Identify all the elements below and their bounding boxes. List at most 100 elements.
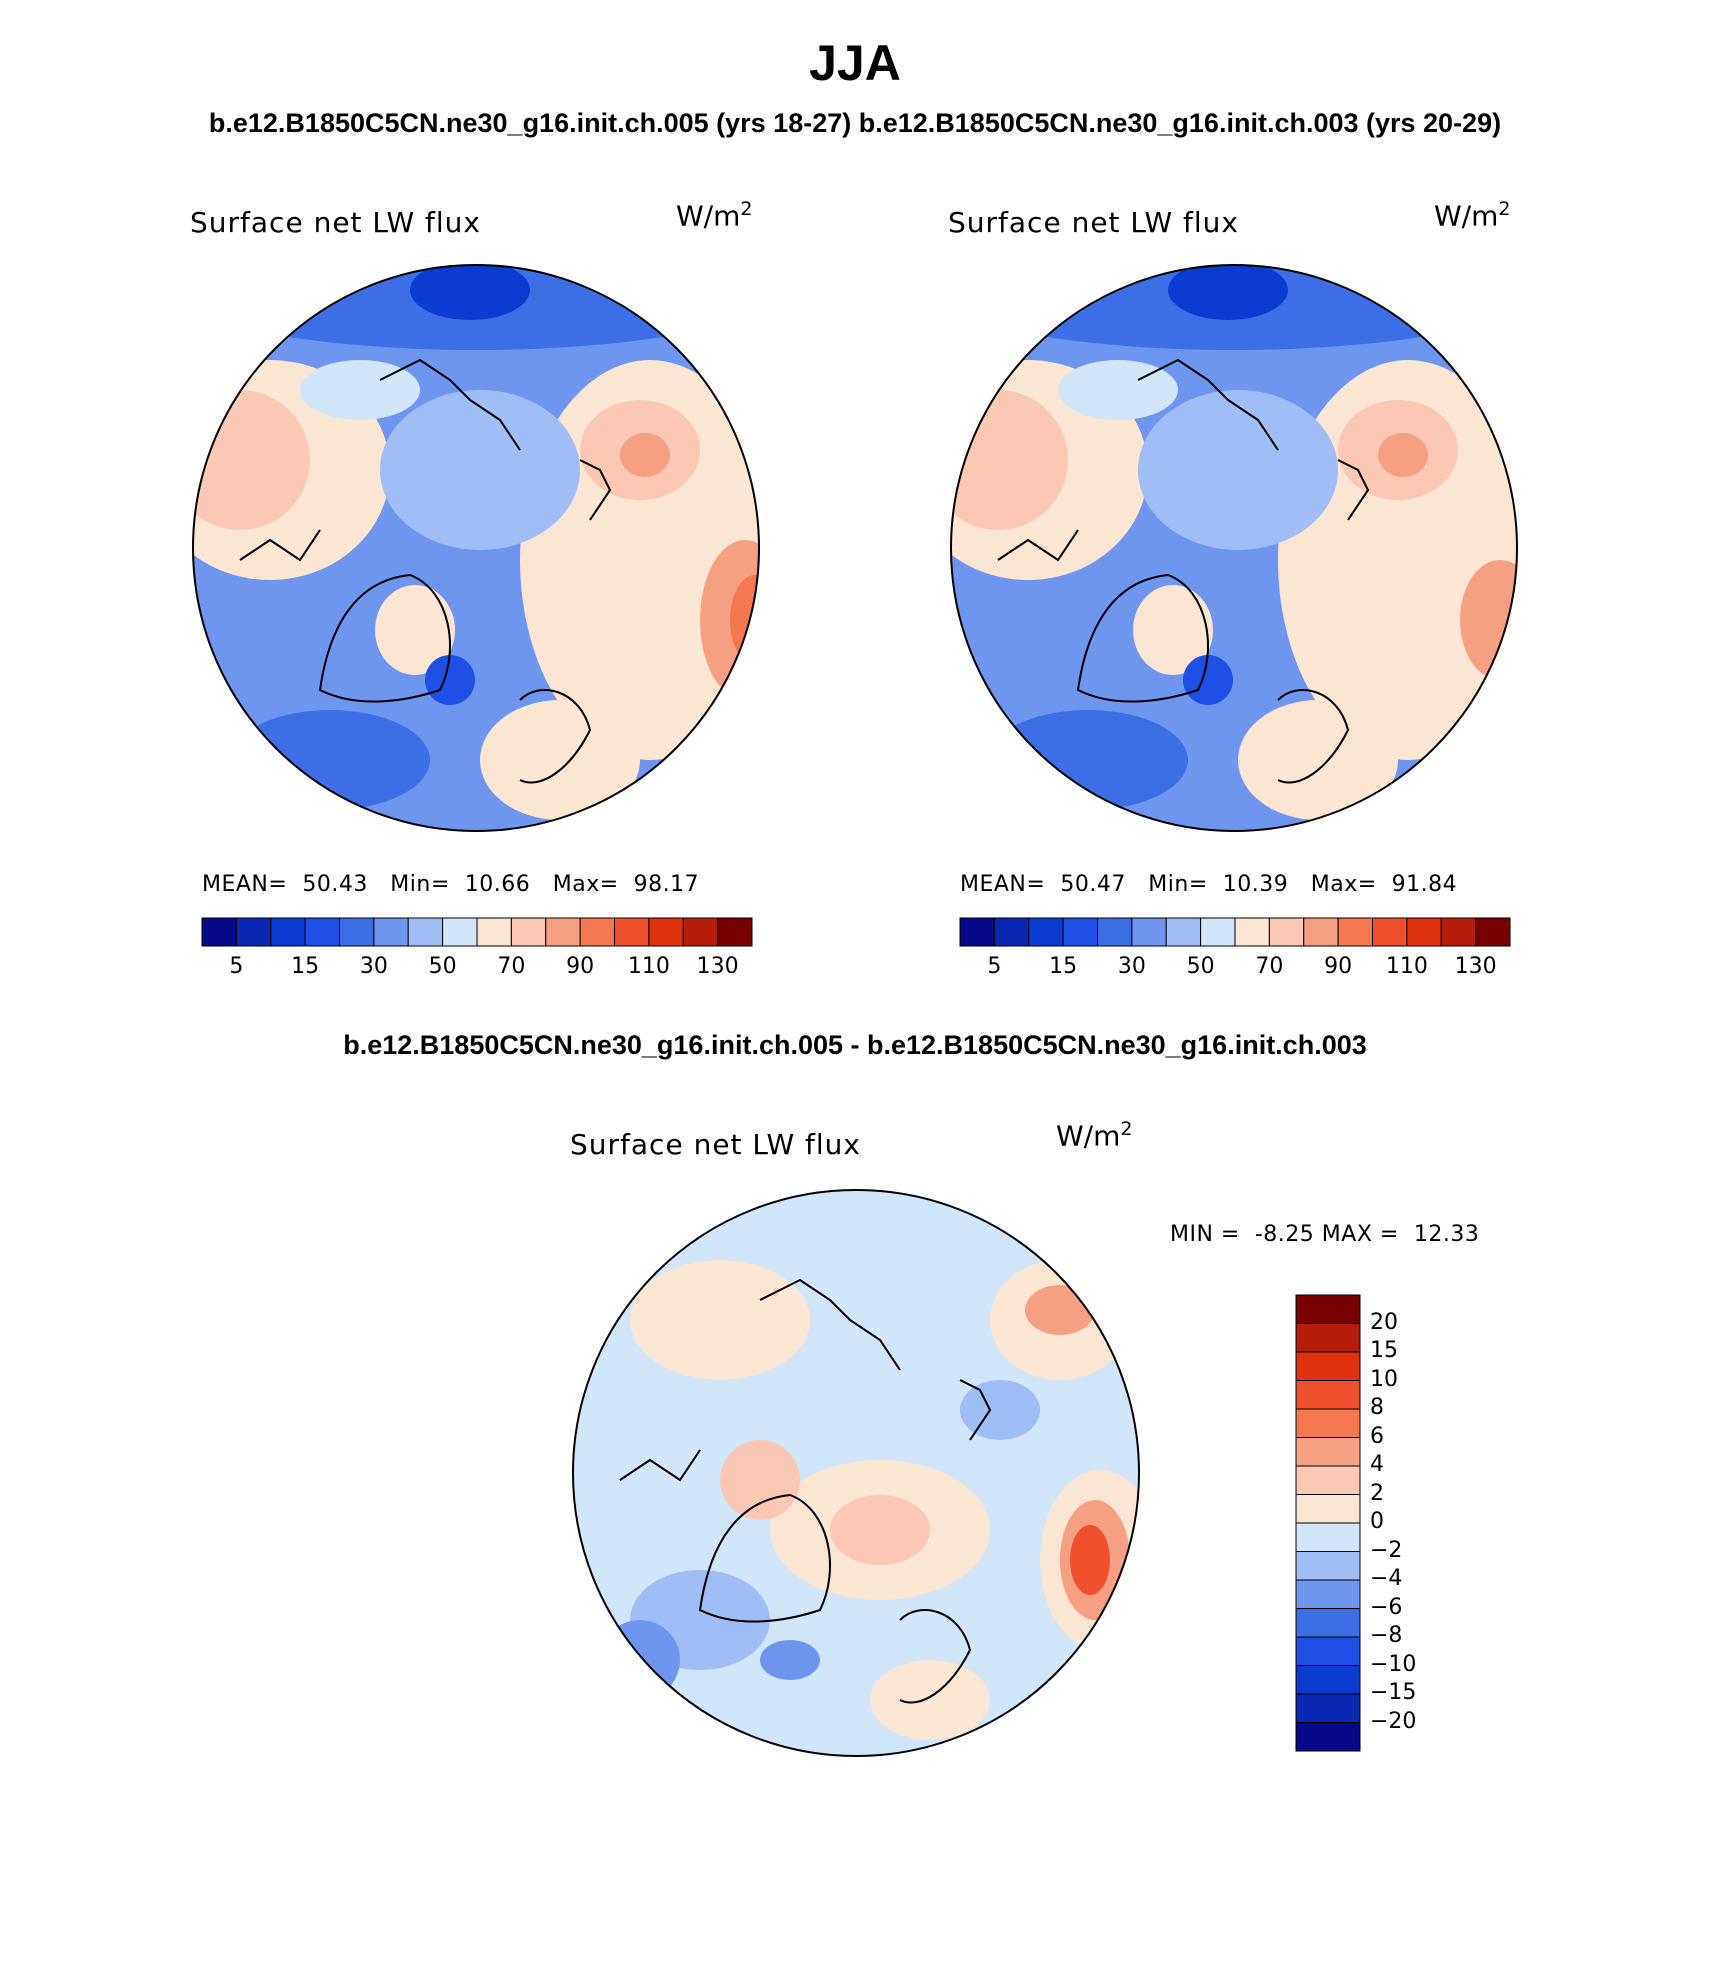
panel1-colorbar-swatch xyxy=(648,917,684,947)
difference-colorbar-swatch xyxy=(1295,1408,1361,1438)
panel1-colorbar-swatch xyxy=(235,917,272,947)
panel1-colorbar-tick-label: 130 xyxy=(696,954,739,979)
difference-colorbar-swatch xyxy=(1295,1465,1361,1495)
difference-colorbar-tick-label: −8 xyxy=(1370,1623,1403,1648)
panel2-colorbar-swatch xyxy=(1165,917,1202,947)
difference-colorbar-tick-label: 15 xyxy=(1370,1338,1398,1363)
panel1-map xyxy=(192,264,760,832)
panel2-colorbar-swatch xyxy=(1475,917,1511,947)
panel-subtitles: b.e12.B1850C5CN.ne30_g16.init.ch.005 (yr… xyxy=(0,108,1710,139)
panel2-colorbar-swatch xyxy=(1200,917,1236,947)
difference-map xyxy=(572,1189,1140,1757)
panel2-colorbar-tick-label: 50 xyxy=(1186,954,1215,979)
difference-colorbar-swatch xyxy=(1295,1437,1361,1467)
panel2-colorbar-swatch xyxy=(1062,917,1098,947)
diff-stats: MIN = -8.25 MAX = 12.33 xyxy=(1170,1222,1480,1247)
panel2-colorbar-swatch xyxy=(1268,917,1305,947)
difference-colorbar-tick-label: −2 xyxy=(1370,1537,1403,1563)
difference-colorbar-swatch xyxy=(1295,1693,1361,1723)
panel2-colorbar-swatch xyxy=(1234,917,1270,947)
panel2-colorbar-tick-label: 5 xyxy=(987,954,1002,979)
diff-units: W/m2 xyxy=(1056,1118,1133,1153)
difference-colorbar-swatch xyxy=(1295,1722,1361,1752)
panel1-colorbar-swatch xyxy=(201,917,237,947)
difference-colorbar-tick-label: 0 xyxy=(1370,1509,1384,1534)
panel1-colorbar-swatch xyxy=(442,917,478,947)
panel2-map xyxy=(950,264,1518,832)
panel1-colorbar-swatch xyxy=(510,917,547,947)
panel1-colorbar-tick-label: 110 xyxy=(627,954,670,979)
panel2-units: W/m2 xyxy=(1434,198,1511,233)
panel2-colorbar-swatch xyxy=(1097,917,1133,947)
difference-colorbar-swatch xyxy=(1295,1665,1361,1695)
difference-colorbar-swatch xyxy=(1295,1522,1361,1552)
difference-colorbar-swatch xyxy=(1295,1380,1361,1410)
panel1-colorbar-tick-label: 15 xyxy=(291,954,320,979)
panel1-colorbar-swatch xyxy=(373,917,409,947)
difference-colorbar-tick-label: 2 xyxy=(1370,1480,1384,1506)
panel1-colorbar-tick-label: 90 xyxy=(566,954,595,979)
panel2-colorbar-swatch xyxy=(1303,917,1339,947)
panel2-colorbar-swatch xyxy=(1372,917,1408,947)
panel1-colorbar-swatch xyxy=(717,917,753,947)
difference-colorbar-tick-label: −4 xyxy=(1370,1566,1403,1591)
panel1-colorbar-tick-label: 5 xyxy=(229,954,244,979)
subtitle-left: b.e12.B1850C5CN.ne30_g16.init.ch.005 (yr… xyxy=(208,108,852,138)
difference-colorbar-swatch xyxy=(1295,1351,1361,1381)
panel2-colorbar-swatch xyxy=(1028,917,1064,947)
panel2-colorbar-tick-label: 30 xyxy=(1117,954,1146,979)
panel1-colorbar xyxy=(201,917,753,947)
panel1-colorbar-swatch xyxy=(407,917,444,947)
panel2-colorbar-tick-label: 130 xyxy=(1454,954,1497,979)
diff-field-label: Surface net LW flux xyxy=(570,1128,861,1161)
difference-colorbar-tick-label: 10 xyxy=(1370,1366,1398,1392)
panel2-stats: MEAN= 50.47 Min= 10.39 Max= 91.84 xyxy=(960,872,1458,897)
panel2-colorbar-swatch xyxy=(1406,917,1442,947)
panel1-units: W/m2 xyxy=(676,198,753,233)
difference-colorbar-tick-label: 20 xyxy=(1370,1309,1398,1335)
panel1-field-label: Surface net LW flux xyxy=(190,206,481,239)
difference-colorbar-swatch xyxy=(1295,1294,1361,1324)
panel2-colorbar-swatch xyxy=(959,917,995,947)
difference-colorbar xyxy=(1295,1294,1361,1752)
difference-colorbar-swatch xyxy=(1295,1636,1361,1666)
panel2-colorbar xyxy=(959,917,1511,947)
panel1-colorbar-swatch xyxy=(339,917,375,947)
panel2-colorbar-tick-label: 70 xyxy=(1255,954,1284,979)
difference-colorbar-swatch xyxy=(1295,1579,1361,1609)
panel2-colorbar-tick-label: 15 xyxy=(1049,954,1078,979)
difference-colorbar-tick-label: −20 xyxy=(1370,1708,1417,1734)
panel1-colorbar-tick-label: 50 xyxy=(428,954,457,979)
panel1-colorbar-swatch xyxy=(476,917,512,947)
panel2-colorbar-tick-label: 110 xyxy=(1385,954,1428,979)
panel2-colorbar-tick-label: 90 xyxy=(1324,954,1353,979)
panel2-colorbar-swatch xyxy=(1131,917,1167,947)
panel1-colorbar-tick-label: 30 xyxy=(359,954,388,979)
difference-title: b.e12.B1850C5CN.ne30_g16.init.ch.005 - b… xyxy=(343,1030,1367,1060)
panel1-colorbar-swatch xyxy=(304,917,340,947)
panel2-colorbar-swatch xyxy=(1440,917,1477,947)
difference-colorbar-tick-label: 8 xyxy=(1370,1395,1384,1420)
subtitle-right: b.e12.B1850C5CN.ne30_g16.init.ch.003 (yr… xyxy=(858,108,1502,138)
panel1-colorbar-swatch xyxy=(270,917,306,947)
difference-colorbar-tick-label: −6 xyxy=(1370,1594,1403,1620)
difference-colorbar-swatch xyxy=(1295,1494,1361,1524)
panel1-colorbar-tick-label: 70 xyxy=(497,954,526,979)
panel2-colorbar-swatch xyxy=(1337,917,1373,947)
panel1-colorbar-swatch xyxy=(545,917,581,947)
difference-colorbar-tick-label: 4 xyxy=(1370,1452,1384,1477)
difference-colorbar-tick-label: −10 xyxy=(1370,1651,1417,1677)
panel2-field-label: Surface net LW flux xyxy=(948,206,1239,239)
difference-colorbar-swatch xyxy=(1295,1551,1361,1581)
panel2-colorbar-swatch xyxy=(993,917,1030,947)
difference-colorbar-tick-label: −15 xyxy=(1370,1680,1417,1705)
panel1-colorbar-swatch xyxy=(682,917,719,947)
panel1-colorbar-swatch xyxy=(579,917,615,947)
difference-colorbar-swatch xyxy=(1295,1323,1361,1353)
figure-title: JJA xyxy=(809,35,901,91)
panel1-stats: MEAN= 50.43 Min= 10.66 Max= 98.17 xyxy=(202,872,700,897)
difference-colorbar-tick-label: 6 xyxy=(1370,1423,1384,1449)
difference-colorbar-swatch xyxy=(1295,1608,1361,1638)
panel1-colorbar-swatch xyxy=(614,917,650,947)
